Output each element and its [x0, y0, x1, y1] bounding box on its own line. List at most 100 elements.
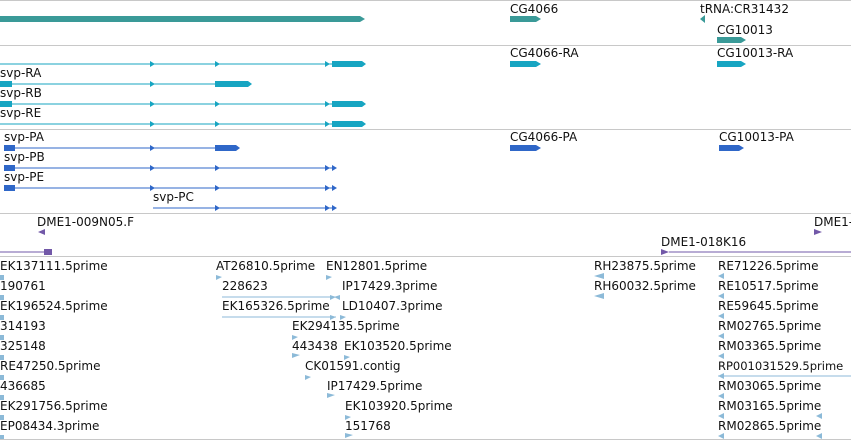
est-label[interactable]: EK291756.5prime [0, 399, 108, 413]
est-label[interactable]: AT26810.5prime [216, 259, 316, 273]
est-marker[interactable] [718, 433, 724, 439]
protein-label-svp-pb[interactable]: svp-PB [4, 150, 45, 164]
est-marker[interactable] [0, 415, 4, 420]
protein-label-svp-pa[interactable]: svp-PA [4, 130, 44, 144]
transcript-svp-rb-exon[interactable] [0, 81, 12, 87]
est-marker[interactable] [0, 395, 4, 400]
clone-segment[interactable] [44, 249, 52, 255]
protein-svp-pe-segment[interactable] [4, 185, 15, 191]
est-label[interactable]: EK165326.5prime [222, 299, 330, 313]
est-marker[interactable] [0, 315, 4, 320]
est-marker[interactable] [816, 433, 822, 439]
transcript-svp-re-exon[interactable] [0, 101, 12, 107]
est-label[interactable]: EN12801.5prime [326, 259, 428, 273]
clone-dme1-018k16-marker[interactable] [661, 249, 669, 255]
est-marker[interactable] [718, 313, 724, 319]
transcript-label-cg10013-ra[interactable]: CG10013-RA [717, 46, 794, 60]
est-label[interactable]: LD10407.3prime [342, 299, 443, 313]
est-marker[interactable] [718, 393, 724, 399]
gene-svp-bar[interactable] [0, 16, 360, 22]
est-label[interactable]: EK294135.5prime [292, 319, 400, 333]
est-label[interactable]: RM02865.5prime [718, 419, 822, 433]
est-label[interactable]: 151768 [345, 419, 391, 433]
est-label[interactable]: CK01591.contig [305, 359, 401, 373]
est-marker[interactable] [344, 355, 350, 360]
gene-trna-marker[interactable] [700, 15, 705, 23]
est-marker[interactable] [0, 275, 4, 280]
protein-label-cg10013-pa[interactable]: CG10013-PA [719, 130, 794, 144]
transcript-cg4066-ra-exon[interactable] [510, 61, 536, 67]
clone-label-dme1-018k16[interactable]: DME1-018K16 [661, 235, 747, 249]
protein-svp-pa-segment[interactable] [215, 145, 236, 151]
est-marker[interactable] [340, 315, 346, 320]
est-marker[interactable] [0, 375, 4, 380]
est-label[interactable]: RM03065.5prime [718, 379, 822, 393]
est-label[interactable]: 443438 [292, 339, 338, 353]
est-marker[interactable] [0, 295, 4, 300]
est-marker[interactable] [292, 335, 298, 340]
transcript-cg10013-ra-exon[interactable] [717, 61, 741, 67]
gene-label-cg10013[interactable]: CG10013 [717, 23, 773, 37]
protein-label-svp-pc[interactable]: svp-PC [153, 190, 194, 204]
protein-svp-pa-segment[interactable] [4, 145, 15, 151]
protein-label-cg4066-pa[interactable]: CG4066-PA [510, 130, 578, 144]
gene-cg10013-bar[interactable] [717, 37, 741, 43]
est-label[interactable]: RM02765.5prime [718, 319, 822, 333]
est-label[interactable]: RE10517.5prime [718, 279, 819, 293]
protein-svp-pb-segment[interactable] [4, 165, 15, 171]
clone-label-dme1-edge[interactable]: DME1- [814, 215, 851, 229]
est-label[interactable]: RE71226.5prime [718, 259, 819, 273]
transcript-svp-ra-exon[interactable] [332, 61, 362, 67]
est-marker[interactable] [327, 393, 335, 398]
est-marker[interactable] [0, 335, 4, 340]
est-label[interactable]: 228623 [222, 279, 268, 293]
est-marker[interactable] [326, 275, 332, 280]
protein-cg4066-pa-segment[interactable] [510, 145, 536, 151]
est-marker[interactable] [0, 435, 4, 439]
est-label[interactable]: RM03165.5prime [718, 399, 822, 413]
est-marker[interactable] [345, 415, 351, 420]
est-marker[interactable] [345, 433, 353, 438]
est-label[interactable]: EK196524.5prime [0, 299, 108, 313]
est-label[interactable]: 436685 [0, 379, 46, 393]
protein-label-svp-pe[interactable]: svp-PE [4, 170, 45, 184]
transcript-label-svp-re[interactable]: svp-RE [0, 106, 42, 120]
est-label[interactable]: EK103520.5prime [344, 339, 452, 353]
est-marker[interactable] [0, 355, 4, 360]
est-label[interactable]: EK103920.5prime [345, 399, 453, 413]
est-label[interactable]: RE47250.5prime [0, 359, 101, 373]
est-marker[interactable] [718, 353, 724, 359]
est-label[interactable]: RE59645.5prime [718, 299, 819, 313]
est-label[interactable]: RH23875.5prime [594, 259, 696, 273]
transcript-svp-re-exon[interactable] [332, 121, 362, 127]
est-marker[interactable] [718, 333, 724, 339]
est-label[interactable]: EP08434.3prime [0, 419, 100, 433]
est-marker[interactable] [718, 273, 724, 279]
gene-cg4066-bar[interactable] [510, 16, 536, 22]
est-marker[interactable] [718, 413, 724, 419]
transcript-label-svp-ra[interactable]: svp-RA [0, 66, 42, 80]
gene-label-cg4066[interactable]: CG4066 [510, 2, 559, 16]
est-label[interactable]: IP17429.5prime [327, 379, 423, 393]
est-label[interactable]: RP001031529.5prime [718, 359, 844, 373]
clone-label-dme1-009n05[interactable]: DME1-009N05.F [37, 215, 135, 229]
est-marker[interactable] [816, 413, 822, 419]
transcript-label-cg4066-ra[interactable]: CG4066-RA [510, 46, 579, 60]
est-marker[interactable] [594, 293, 604, 299]
est-label[interactable]: IP17429.3prime [342, 279, 438, 293]
est-label[interactable]: RM03365.5prime [718, 339, 822, 353]
est-label[interactable]: 314193 [0, 319, 46, 333]
est-marker[interactable] [305, 375, 311, 380]
est-marker[interactable] [594, 273, 604, 279]
est-label[interactable]: 190761 [0, 279, 46, 293]
gene-label-trna[interactable]: tRNA:CR31432 [700, 2, 789, 16]
est-label[interactable]: EK137111.5prime [0, 259, 108, 273]
transcript-svp-re-exon[interactable] [332, 101, 362, 107]
est-marker[interactable] [292, 353, 300, 358]
protein-cg10013-pa-segment[interactable] [719, 145, 739, 151]
transcript-svp-rb-exon[interactable] [215, 81, 248, 87]
est-marker[interactable] [334, 295, 340, 300]
est-marker[interactable] [718, 293, 724, 299]
est-label[interactable]: RH60032.5prime [594, 279, 696, 293]
transcript-label-svp-rb[interactable]: svp-RB [0, 86, 42, 100]
